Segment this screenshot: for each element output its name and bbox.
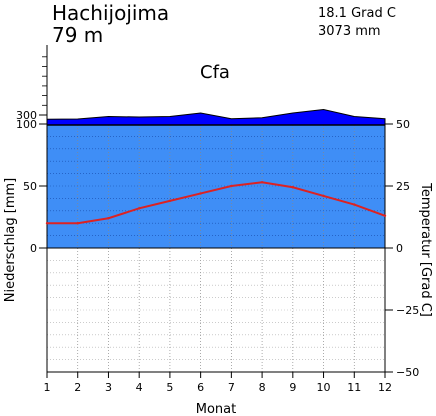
x-tick-label: 6 [197,381,204,394]
temperature-layer [45,181,387,225]
y-axis-right-title: Temperatur [Grad C] [418,182,433,317]
annual-temperature: 18.1 Grad C [318,6,396,21]
left-tick-label: 0 [30,242,37,255]
right-tick-label: −25 [396,304,419,317]
temperature-point [137,207,141,210]
temperature-point [260,181,264,184]
x-tick-label: 10 [317,381,331,394]
x-tick-label: 9 [289,381,296,394]
temperature-point [291,186,295,189]
temperature-point [45,222,49,225]
x-tick-label: 11 [347,381,361,394]
temperature-point [107,217,110,220]
precipitation-high-area [46,108,386,126]
station-elevation: 79 m [52,23,103,47]
x-tick-label: 8 [259,381,266,394]
station-name: Hachijojima [52,1,169,25]
temperature-point [76,222,79,225]
right-tick-label: −50 [396,366,419,379]
climate-class: Cfa [200,62,230,83]
background-layer [47,125,385,248]
temperature-point [199,192,202,195]
left-tick-label: 50 [23,180,37,193]
temperature-point [383,214,387,217]
x-tick-label: 1 [44,381,51,394]
x-axis-title: Monat [196,402,236,416]
precipitation-layer [46,108,386,126]
temperature-point [230,184,233,188]
x-tick-label: 5 [166,381,173,394]
annual-precipitation: 3073 mm [318,24,381,39]
y-axis-left-title: Niederschlag [mm] [3,178,18,303]
humid-area-fill [47,125,385,248]
x-tick-label: 12 [378,381,392,394]
x-tick-label: 4 [136,381,143,394]
temperature-point [168,199,172,203]
right-tick-label: 25 [396,180,410,193]
temperature-line [47,181,386,225]
x-tick-label: 3 [105,381,112,394]
left-tick-label: 300 [16,109,37,122]
right-tick-label: 0 [396,242,403,255]
x-tick-label: 7 [228,381,235,394]
right-tick-label: 50 [396,118,410,131]
temperature-point [353,203,356,206]
temperature-point [322,194,325,198]
x-tick-label: 2 [74,381,81,394]
left-tick-label: 100 [16,118,37,131]
